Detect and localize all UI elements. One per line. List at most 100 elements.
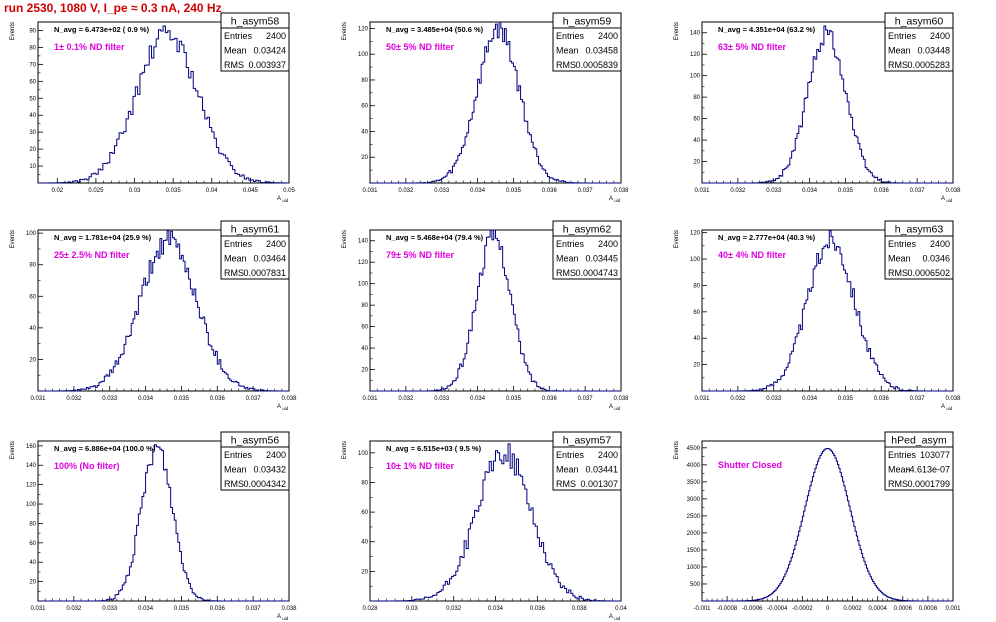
x-tick-label: 0.034 bbox=[138, 606, 154, 612]
y-tick-label: 20 bbox=[29, 147, 36, 153]
x-tick-label: 0.036 bbox=[874, 396, 890, 402]
stats-value-rms: 0.0006502 bbox=[907, 268, 950, 278]
histogram-panel-h_asym62: 0.031 0.032 0.033 0.034 0.035 0.036 0.037 0.038… bbox=[342, 220, 629, 411]
x-tick-label: 0.036 bbox=[210, 606, 226, 612]
x-tick-label: 0.037 bbox=[246, 606, 262, 612]
stats-value-mean: 0.0346 bbox=[922, 254, 950, 264]
y-tick-label: 20 bbox=[361, 368, 368, 374]
x-tick-label: 0.032 bbox=[730, 396, 746, 402]
x-tick-label: 0.025 bbox=[88, 188, 104, 194]
y-tick-label: 60 bbox=[361, 104, 368, 110]
stats-label-entries: Entries bbox=[556, 31, 585, 41]
y-tick-label: 80 bbox=[693, 95, 700, 101]
stats-label-entries: Entries bbox=[888, 31, 917, 41]
y-tick-label: 50 bbox=[29, 96, 36, 102]
x-tick-label: 0.033 bbox=[766, 396, 782, 402]
histogram-panel-h_asym59: 0.031 0.032 0.033 0.034 0.035 0.036 0.037 0.038… bbox=[342, 12, 629, 203]
plot-frame bbox=[701, 229, 954, 392]
stats-label-rms: RMS bbox=[224, 60, 244, 70]
y-tick-label: 140 bbox=[690, 31, 701, 37]
histogram-panel-h_asym61: 0.031 0.032 0.033 0.034 0.035 0.036 0.037 0.038… bbox=[10, 220, 297, 411]
y-tick-label: 100 bbox=[690, 74, 701, 80]
histogram-name: h_asym62 bbox=[563, 224, 612, 236]
stats-label-mean: Mean bbox=[556, 254, 579, 264]
stats-box: h_asym61 Entries 2400 Mean 0.03464 RMS 0.00078… bbox=[220, 220, 290, 280]
n-avg-annotation: N_avg = 6.886e+04 (100.0 %) bbox=[54, 444, 156, 453]
x-tick-label: 0.032 bbox=[730, 188, 746, 194]
y-tick-label: 10 bbox=[29, 164, 36, 170]
stats-value-mean: 0.03448 bbox=[917, 46, 950, 56]
y-tick-label: 40 bbox=[29, 113, 36, 119]
stats-label-mean: Mean bbox=[556, 46, 579, 56]
x-tick-label: 0.034 bbox=[488, 606, 504, 612]
stats-label-entries: Entries bbox=[888, 450, 917, 460]
stats-value-rms: 0.0004743 bbox=[575, 268, 618, 278]
x-tick-label: 0.034 bbox=[470, 188, 486, 194]
x-tick-label: 0.035 bbox=[506, 396, 522, 402]
stats-box: h_asym57 Entries 2400 Mean 0.03441 RMS 0.00130… bbox=[552, 431, 622, 491]
y-tick-label: 4500 bbox=[687, 446, 701, 452]
stats-box: h_asym58 Entries 2400 Mean 0.03424 RMS 0.00393… bbox=[220, 12, 290, 72]
y-tick-label: 80 bbox=[29, 521, 36, 527]
filter-label: 10± 1% ND filter bbox=[386, 461, 454, 471]
y-tick-label: 60 bbox=[29, 294, 36, 300]
y-tick-label: 60 bbox=[361, 325, 368, 331]
y-tick-label: 60 bbox=[361, 510, 368, 516]
stats-value-rms: 0.003937 bbox=[248, 60, 286, 70]
stats-label-entries: Entries bbox=[224, 450, 253, 460]
y-tick-label: 40 bbox=[361, 540, 368, 546]
y-tick-label: 40 bbox=[693, 336, 700, 342]
histogram-name: h_asym63 bbox=[895, 224, 944, 236]
y-tick-label: 60 bbox=[29, 79, 36, 85]
x-axis-title: A uid bbox=[609, 196, 621, 203]
y-tick-label: 120 bbox=[358, 26, 369, 32]
x-tick-label: 0.038 bbox=[572, 606, 588, 612]
y-tick-label: 140 bbox=[358, 239, 369, 245]
stats-label-mean: Mean bbox=[556, 465, 579, 475]
x-tick-label: 0.0004 bbox=[869, 606, 888, 612]
y-tick-label: 100 bbox=[358, 451, 369, 457]
y-tick-label: 80 bbox=[29, 45, 36, 51]
histogram-name: h_asym56 bbox=[231, 435, 280, 447]
stats-box-frame bbox=[884, 12, 954, 72]
histogram-line bbox=[38, 230, 289, 392]
n-avg-annotation: N_avg = 6.473e+02 ( 0.9 %) bbox=[54, 25, 150, 34]
y-tick-label: 20 bbox=[29, 580, 36, 586]
x-tick-label: 0.031 bbox=[362, 396, 378, 402]
stats-value-entries: 2400 bbox=[598, 239, 618, 249]
y-tick-label: 80 bbox=[693, 283, 700, 289]
x-tick-label: 0.036 bbox=[542, 188, 558, 194]
x-tick-label: 0.035 bbox=[174, 396, 190, 402]
y-axis-title: Events bbox=[10, 441, 16, 459]
x-axis-title: A uid bbox=[277, 614, 289, 621]
y-tick-label: 80 bbox=[361, 78, 368, 84]
x-tick-label: 0.038 bbox=[613, 188, 629, 194]
y-axis-title: Events bbox=[10, 22, 16, 40]
stats-value-mean: 0.03424 bbox=[253, 46, 286, 56]
y-tick-label: 500 bbox=[690, 582, 701, 588]
plot-frame bbox=[37, 440, 290, 602]
x-tick-label: -0.0008 bbox=[717, 606, 738, 612]
y-tick-label: 160 bbox=[26, 444, 37, 450]
x-tick-label: 0.037 bbox=[578, 396, 594, 402]
filter-label: 40± 4% ND filter bbox=[718, 250, 786, 260]
y-tick-label: 100 bbox=[358, 52, 369, 58]
y-tick-label: 20 bbox=[693, 363, 700, 369]
x-tick-label: -0.0002 bbox=[792, 606, 813, 612]
stats-label-mean: Mean bbox=[888, 465, 911, 475]
y-tick-label: 60 bbox=[693, 117, 700, 123]
stats-label-entries: Entries bbox=[556, 239, 585, 249]
y-tick-label: 40 bbox=[693, 138, 700, 144]
y-axis-title: Events bbox=[342, 22, 348, 40]
n-avg-annotation: N_avg = 3.485e+04 (50.6 %) bbox=[386, 25, 484, 34]
x-tick-label: 0.037 bbox=[578, 188, 594, 194]
stats-label-entries: Entries bbox=[556, 450, 585, 460]
y-tick-label: 20 bbox=[693, 160, 700, 166]
filter-label: 25± 2.5% ND filter bbox=[54, 250, 130, 260]
x-tick-label: 0.031 bbox=[694, 396, 710, 402]
x-tick-label: 0.03 bbox=[406, 606, 418, 612]
y-tick-label: 4000 bbox=[687, 463, 701, 469]
x-tick-label: 0.02 bbox=[51, 188, 63, 194]
x-tick-label: 0.035 bbox=[166, 188, 182, 194]
filter-label: 100% (No filter) bbox=[54, 461, 120, 471]
